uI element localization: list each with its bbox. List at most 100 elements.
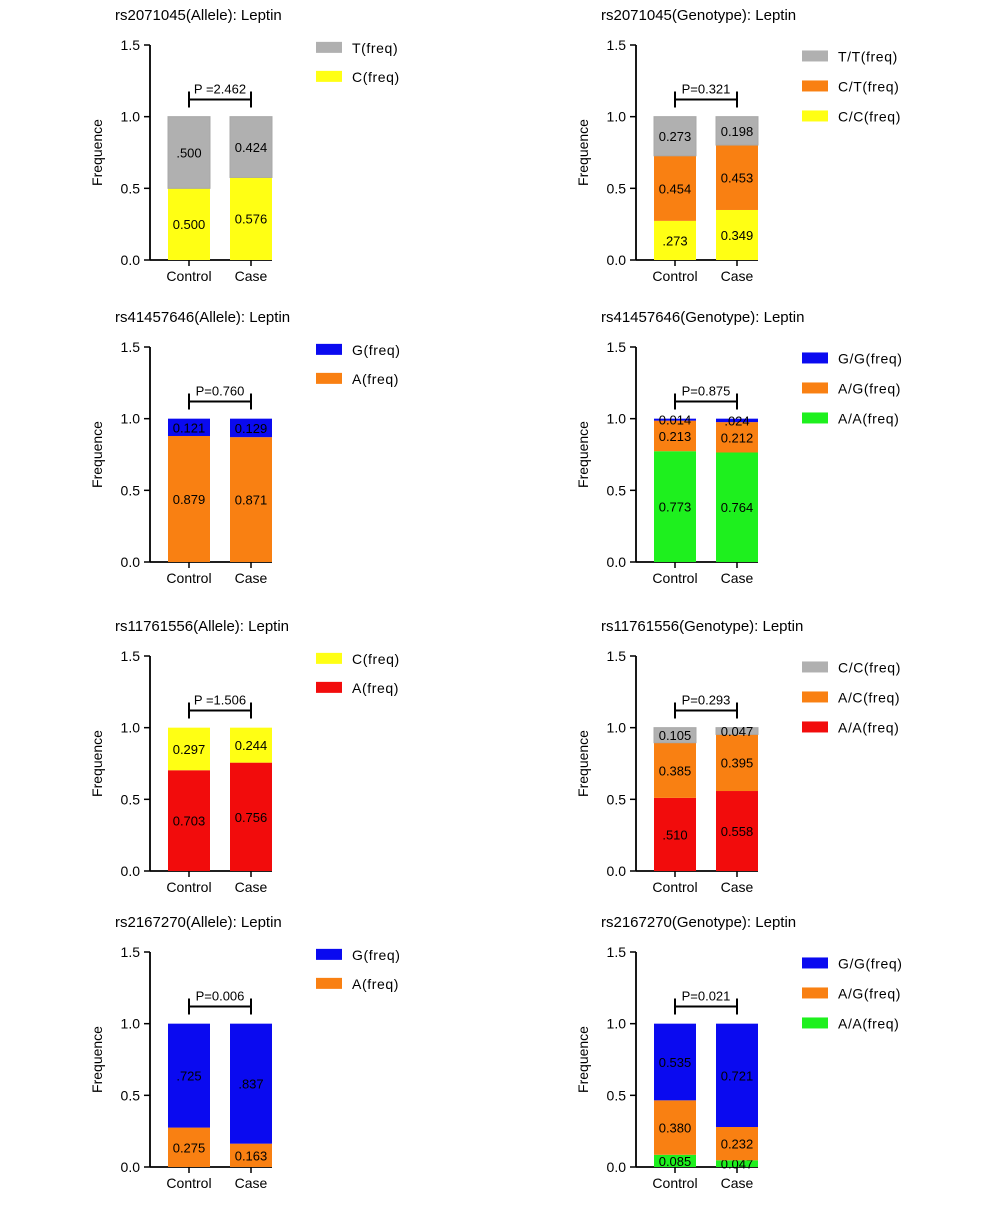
x-tick-label: Case bbox=[721, 268, 754, 284]
y-tick-label: 0.0 bbox=[121, 863, 141, 879]
significance-bracket bbox=[674, 393, 738, 410]
y-tick-label: 0.5 bbox=[121, 791, 141, 807]
bar-segment bbox=[654, 420, 696, 452]
legend-swatch bbox=[802, 661, 828, 673]
legend-swatch bbox=[316, 372, 342, 384]
bar-segment bbox=[715, 116, 759, 146]
legend-label: G(freq) bbox=[352, 342, 401, 358]
bar-segment bbox=[654, 155, 696, 221]
bar-segment bbox=[716, 452, 758, 562]
y-axis-label: Frequence bbox=[89, 421, 105, 488]
data-label: 0.212 bbox=[721, 430, 754, 445]
significance-bracket bbox=[188, 393, 252, 410]
x-tick-label: Case bbox=[235, 570, 268, 586]
chart-title: rs2071045(Genotype): Leptin bbox=[601, 7, 796, 24]
bar-segment bbox=[654, 797, 696, 871]
data-label: 0.871 bbox=[235, 493, 268, 508]
bar-segment bbox=[230, 418, 272, 438]
bar-segment bbox=[168, 188, 210, 260]
y-tick-label: 0.5 bbox=[607, 1087, 627, 1103]
data-label: 0.380 bbox=[659, 1121, 692, 1136]
data-label: 0.879 bbox=[173, 492, 206, 507]
data-label: 0.764 bbox=[721, 500, 754, 515]
significance-bracket bbox=[188, 702, 252, 719]
data-label: 0.703 bbox=[173, 814, 206, 829]
legend-swatch bbox=[802, 352, 828, 364]
y-tick-label: 0.0 bbox=[121, 1159, 141, 1175]
bar-segment bbox=[716, 1023, 758, 1128]
data-label: 0.756 bbox=[235, 810, 268, 825]
y-tick-label: 0.0 bbox=[607, 252, 627, 268]
y-tick-label: 1.5 bbox=[121, 944, 141, 960]
y-tick-label: 1.5 bbox=[121, 339, 141, 355]
data-label: .500 bbox=[176, 146, 201, 161]
data-label: 0.213 bbox=[659, 429, 692, 444]
bar-segment bbox=[168, 1023, 210, 1128]
legend-label: C/C(freq) bbox=[838, 108, 901, 124]
y-tick-label: 1.0 bbox=[607, 411, 627, 427]
bar-segment bbox=[168, 436, 210, 562]
bar-segment bbox=[716, 1160, 758, 1167]
legend-swatch bbox=[802, 382, 828, 394]
bar-segment bbox=[654, 1100, 696, 1155]
y-axis-label: Frequence bbox=[89, 1026, 105, 1093]
legend-label: A(freq) bbox=[352, 371, 399, 387]
data-label: 0.773 bbox=[659, 500, 692, 515]
x-tick-label: Case bbox=[235, 1175, 268, 1191]
data-label: 0.349 bbox=[721, 228, 754, 243]
bar-segment bbox=[716, 422, 758, 453]
data-label: 0.535 bbox=[659, 1055, 692, 1070]
y-tick-label: 1.0 bbox=[121, 109, 141, 125]
y-tick-label: 1.5 bbox=[121, 37, 141, 53]
legend-label: T/T(freq) bbox=[838, 48, 898, 64]
y-tick-label: 1.0 bbox=[607, 720, 627, 736]
y-axis-label: Frequence bbox=[89, 730, 105, 797]
legend-swatch bbox=[802, 80, 828, 92]
y-tick-label: 0.0 bbox=[121, 554, 141, 570]
bar-segment bbox=[168, 727, 210, 771]
data-label: 0.576 bbox=[235, 212, 268, 227]
p-value-label: P=0.321 bbox=[682, 81, 731, 96]
chart-title: rs2167270(Allele): Leptin bbox=[115, 914, 282, 931]
bar-segment bbox=[168, 418, 210, 437]
legend-label: A/A(freq) bbox=[838, 719, 899, 735]
bar-segment bbox=[716, 209, 758, 260]
y-tick-label: 0.5 bbox=[607, 482, 627, 498]
bar-segment bbox=[229, 116, 273, 178]
data-label: 0.198 bbox=[721, 124, 754, 139]
y-tick-label: 0.5 bbox=[607, 180, 627, 196]
legend-swatch bbox=[802, 721, 828, 733]
x-tick-label: Control bbox=[166, 879, 211, 895]
p-value-label: P=0.875 bbox=[682, 383, 731, 398]
y-tick-label: 0.5 bbox=[121, 1087, 141, 1103]
bar-segment bbox=[654, 1023, 696, 1101]
data-label: 0.275 bbox=[173, 1140, 206, 1155]
bar-segment bbox=[716, 418, 758, 423]
legend-label: G/G(freq) bbox=[838, 350, 903, 366]
y-tick-label: 0.0 bbox=[607, 554, 627, 570]
p-value-label: P =2.462 bbox=[194, 81, 246, 96]
legend-label: A(freq) bbox=[352, 976, 399, 992]
data-label: 0.163 bbox=[235, 1148, 268, 1163]
data-label: 0.453 bbox=[721, 171, 754, 186]
bar-segment bbox=[654, 451, 696, 562]
bar-segment bbox=[168, 770, 210, 871]
bar-segment bbox=[716, 791, 758, 871]
bar-segment bbox=[230, 1023, 272, 1144]
data-label: .510 bbox=[662, 827, 687, 842]
legend-swatch bbox=[316, 41, 342, 53]
data-label: 0.395 bbox=[721, 756, 754, 771]
bar-segment bbox=[716, 734, 758, 792]
bar-segment bbox=[230, 762, 272, 871]
x-tick-label: Control bbox=[166, 1175, 211, 1191]
bar-segment bbox=[653, 116, 697, 157]
p-value-label: P=0.293 bbox=[682, 692, 731, 707]
legend-label: C/C(freq) bbox=[838, 659, 901, 675]
y-axis-label: Frequence bbox=[575, 1026, 591, 1093]
data-label: 0.014 bbox=[659, 413, 692, 428]
legend-swatch bbox=[802, 412, 828, 424]
significance-bracket bbox=[188, 91, 252, 108]
chart-panel-5: rs11761556(Allele): Leptin 0.0 0.5 1.0 1.5 Fr… bbox=[89, 618, 399, 895]
legend-swatch bbox=[316, 343, 342, 355]
